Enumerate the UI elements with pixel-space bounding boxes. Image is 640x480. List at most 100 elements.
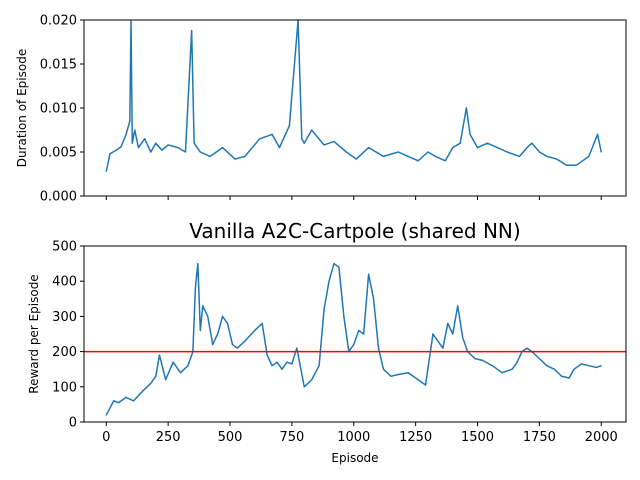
reward-y-tick-label: 200 [52,345,77,360]
reward-y-ticks: 0 100 200 300 400 500 [52,240,84,431]
reward-data-point [207,315,209,317]
reward-y-tick-label: 400 [52,275,77,290]
duration-y-ticks: 0.000 0.005 0.010 0.015 0.020 [40,14,84,205]
duration-data-point [397,151,399,153]
reward-data-point [442,347,444,349]
reward-data-point [236,347,239,349]
duration-data-point [125,133,127,135]
reward-x-tick-label: 2000 [585,430,618,445]
duration-data-point [193,142,195,144]
reward-data-point [561,375,563,377]
chart-title: Vanilla A2C-Cartpole (shared NN) [189,219,520,243]
reward-y-axis-label: Reward per Episode [27,274,41,393]
reward-x-axis-label: Episode [331,451,378,465]
reward-data-point [118,402,120,404]
duration-data-point [303,142,305,144]
reward-data-point [397,373,399,376]
duration-data-point [575,164,578,166]
reward-data-point [511,368,513,370]
reward-x-tick-label: 1750 [523,430,556,445]
reward-subplot: Vanilla A2C-Cartpole (shared NN) 0 100 200… [27,219,627,465]
reward-data-point [105,414,107,416]
duration-data-point [345,151,347,153]
reward-data-point [372,298,375,300]
duration-data-point [427,151,429,153]
reward-data-point [221,315,224,317]
reward-data-point [538,358,540,360]
reward-data-point [474,358,476,360]
reward-data-point [254,329,256,332]
reward-data-point [382,368,385,370]
duration-data-point [109,153,111,155]
duration-data-point [105,170,107,172]
duration-data-point [144,138,146,140]
reward-data-point [226,322,229,325]
duration-data-point [191,29,193,32]
reward-data-point [303,386,305,388]
duration-data-point [288,125,291,127]
duration-y-tick-label: 0.015 [40,58,77,73]
duration-data-point [506,151,508,153]
duration-data-point [459,142,461,144]
duration-data-point [546,155,548,157]
duration-data-point [538,151,540,153]
reward-data-point [281,368,283,370]
duration-x-ticks [105,196,602,200]
reward-data-point [296,347,298,349]
reward-data-point [194,287,196,289]
reward-data-point [377,347,380,349]
duration-data-point [444,160,446,162]
duration-data-point [476,147,479,149]
reward-y-tick-label: 300 [52,310,77,325]
reward-data-point [150,382,152,384]
reward-data-point [318,365,320,367]
duration-data-point [465,107,467,109]
duration-data-point [120,146,122,148]
duration-data-point [417,160,419,162]
reward-data-point [311,379,313,381]
reward-data-point [526,347,528,349]
reward-data-point [328,280,330,282]
duration-plot-area [84,20,626,196]
reward-data-point [165,379,167,381]
duration-data-point [452,147,454,149]
reward-data-point [452,333,454,335]
reward-data-point [368,273,370,275]
reward-data-point [125,396,127,398]
duration-data-point [566,164,568,166]
duration-data-point [221,147,224,149]
duration-data-point [271,133,273,135]
reward-data-point [353,343,355,346]
reward-data-point [155,375,157,377]
reward-data-point [595,366,597,369]
reward-x-tick-label: 250 [156,430,181,445]
reward-x-tick-label: 1500 [461,430,494,445]
reward-data-point [286,361,288,363]
duration-data-point [131,142,133,144]
reward-y-tick-label: 500 [52,240,77,255]
reward-y-tick-label: 0 [69,416,77,431]
reward-x-tick-label: 1250 [399,430,432,445]
duration-data-point [526,147,528,149]
reward-data-point [338,266,340,268]
duration-data-point [209,155,211,157]
reward-y-tick-label: 100 [52,380,77,395]
reward-data-point [199,329,201,332]
reward-data-point [266,354,268,356]
duration-data-point [355,158,357,160]
duration-y-tick-label: 0.000 [40,190,77,205]
reward-data-point [588,365,590,367]
reward-data-point [197,263,199,265]
reward-data-point [363,333,365,335]
reward-data-point [501,372,503,374]
duration-data-point [382,155,385,157]
reward-axes-frame [83,245,627,423]
duration-data-point [556,158,558,160]
duration-data-point [496,147,498,149]
duration-y-tick-label: 0.010 [40,102,77,117]
reward-data-point [447,322,449,325]
duration-data-point [323,144,325,146]
reward-data-point [457,305,459,307]
duration-data-point [199,151,201,153]
